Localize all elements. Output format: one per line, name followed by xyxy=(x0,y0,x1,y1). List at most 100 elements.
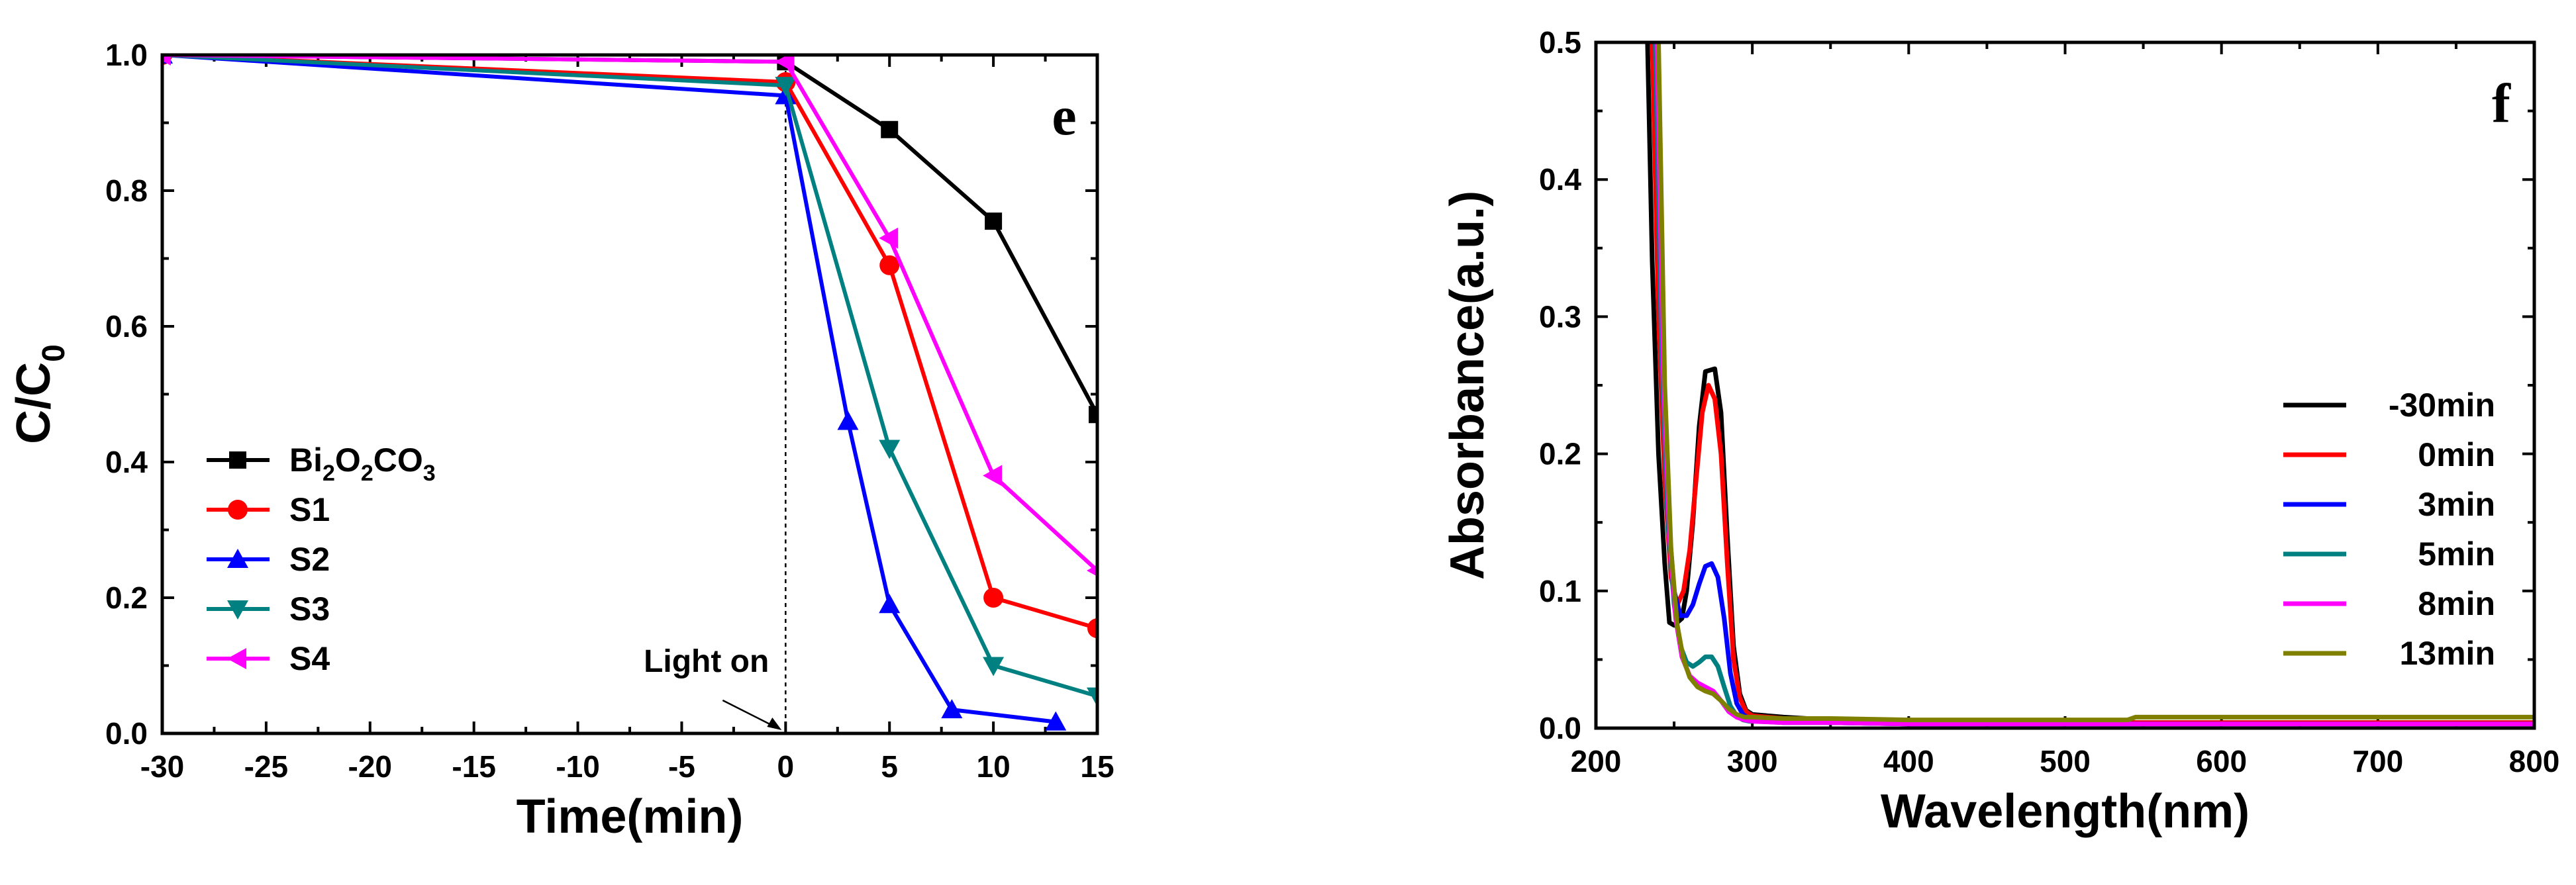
legend-label-part: CO xyxy=(373,442,423,479)
data-point xyxy=(879,440,901,459)
legend-label: -30min xyxy=(2389,387,2495,424)
legend: -30min 0min 3min 5min 8min 13min xyxy=(2283,387,2495,672)
data-point xyxy=(881,120,899,138)
series-line xyxy=(1650,42,2534,725)
legend-item: 8min xyxy=(2283,585,2495,622)
series-line xyxy=(1654,42,2534,727)
legend-item: S3 xyxy=(207,590,330,628)
y-axis-title: Absorbance(a.u.) xyxy=(1441,191,1494,580)
legend-item: 3min xyxy=(2283,486,2495,523)
legend-label: S1 xyxy=(289,491,330,528)
light-on-arrow-shaft xyxy=(722,699,778,729)
y-tick-label: 0.2 xyxy=(1539,437,1581,471)
legend-item: S1 xyxy=(207,491,330,528)
x-tick-label: 500 xyxy=(2040,744,2091,778)
series--30min xyxy=(1645,42,2534,725)
legend-label-part: O xyxy=(335,442,361,479)
y-tick-label: 0.1 xyxy=(1539,574,1581,608)
x-tick-label: -5 xyxy=(668,749,695,784)
legend-label: 13min xyxy=(2399,635,2495,672)
series-s4 xyxy=(162,55,1097,577)
x-axis-title: Wavelength(nm) xyxy=(1881,785,2250,838)
data-point xyxy=(227,648,246,669)
x-axis-title: Time(min) xyxy=(517,790,744,843)
legend-label: S2 xyxy=(289,541,330,578)
legend-label: 0min xyxy=(2418,436,2495,473)
series-line xyxy=(1645,42,2534,725)
data-point xyxy=(983,657,1005,676)
data-point xyxy=(879,255,900,275)
data-point xyxy=(775,55,795,73)
x-tick-label: -30 xyxy=(140,749,184,784)
data-point xyxy=(162,55,171,66)
series-line xyxy=(1653,42,2534,727)
x-tick-label: -10 xyxy=(556,749,599,784)
x-tick-label: 800 xyxy=(2509,744,2560,778)
legend-label: S3 xyxy=(289,590,330,628)
x-tick-label: 300 xyxy=(1727,744,1778,778)
legend-label: 5min xyxy=(2418,536,2495,573)
panel-label: e xyxy=(1052,85,1076,147)
y-tick-label: 0.3 xyxy=(1539,299,1581,334)
legend-label-part: Bi xyxy=(289,442,322,479)
data-point xyxy=(1087,687,1097,707)
legend-label-sub: 2 xyxy=(322,461,335,486)
data-point xyxy=(983,465,1003,487)
light-on-label: Light on xyxy=(644,644,769,679)
y-tick-label: 0.2 xyxy=(105,581,148,615)
y-tick-label: 0.4 xyxy=(105,445,148,479)
y-tick-label: 1.0 xyxy=(105,38,148,72)
x-tick-label: 0 xyxy=(777,749,795,784)
series-13min xyxy=(1656,42,2534,723)
x-tick-label: 15 xyxy=(1080,749,1114,784)
legend-label-sub: 3 xyxy=(423,461,436,486)
legend-item: -30min xyxy=(2283,387,2495,424)
x-tick-label: -25 xyxy=(244,749,288,784)
data-point xyxy=(983,588,1004,608)
x-tick-label: -15 xyxy=(452,749,495,784)
data-point xyxy=(228,500,248,520)
legend-item: S4 xyxy=(207,640,330,677)
x-tick-label: -20 xyxy=(348,749,392,784)
series-0min xyxy=(1650,42,2534,725)
legend-label: S4 xyxy=(289,640,330,677)
data-point xyxy=(879,227,899,249)
data-point xyxy=(227,600,248,620)
y-tick-label: 0.4 xyxy=(1539,162,1581,197)
data-point xyxy=(775,77,797,97)
chart-panel-f: 200 300 400 500 600 700 800 0.0 0.1 0.2 0.3 0.4 0.5 W… xyxy=(1441,25,2559,838)
legend-label: Bi2O2CO3 xyxy=(289,442,436,486)
data-point xyxy=(229,451,246,469)
legend-item: 13min xyxy=(2283,635,2495,672)
x-tick-label: 400 xyxy=(1883,744,1934,778)
y-tick-label: 0.5 xyxy=(1539,25,1581,60)
x-tick-label: 10 xyxy=(977,749,1011,784)
x-tick-label: 5 xyxy=(881,749,898,784)
y-tick-label: 0.0 xyxy=(1539,711,1581,745)
legend-item: Bi2O2CO3 xyxy=(207,442,436,486)
y-tick-label: 0.6 xyxy=(105,309,148,344)
series-line xyxy=(1656,42,2534,723)
legend-label: 3min xyxy=(2418,486,2495,523)
data-point xyxy=(1089,406,1097,424)
legend-label-sub: 2 xyxy=(361,461,373,486)
panel-label: f xyxy=(2492,73,2511,134)
y-tick-label: 0.0 xyxy=(105,716,148,751)
data-point xyxy=(1045,711,1067,731)
data-point xyxy=(941,699,963,719)
plot-frame xyxy=(1594,40,2536,730)
series-line xyxy=(162,55,1097,416)
y-axis-title-sub: 0 xyxy=(36,344,72,362)
legend-label: 8min xyxy=(2418,585,2495,622)
data-point xyxy=(985,212,1003,230)
series-bi2o2co3 xyxy=(162,55,1097,424)
chart-panel-e: -30 -25 -20 -15 -10 -5 0 5 10 15 0.0 0.2 0.4 0.6 0.8 1.… xyxy=(7,38,1115,843)
y-tick-label: 0.8 xyxy=(105,173,148,208)
series-line xyxy=(1653,42,2534,727)
data-point xyxy=(227,549,248,568)
y-axis-title-main: C/C xyxy=(7,362,60,444)
light-on-arrow-head xyxy=(767,718,782,730)
series-5min xyxy=(1653,42,2534,727)
